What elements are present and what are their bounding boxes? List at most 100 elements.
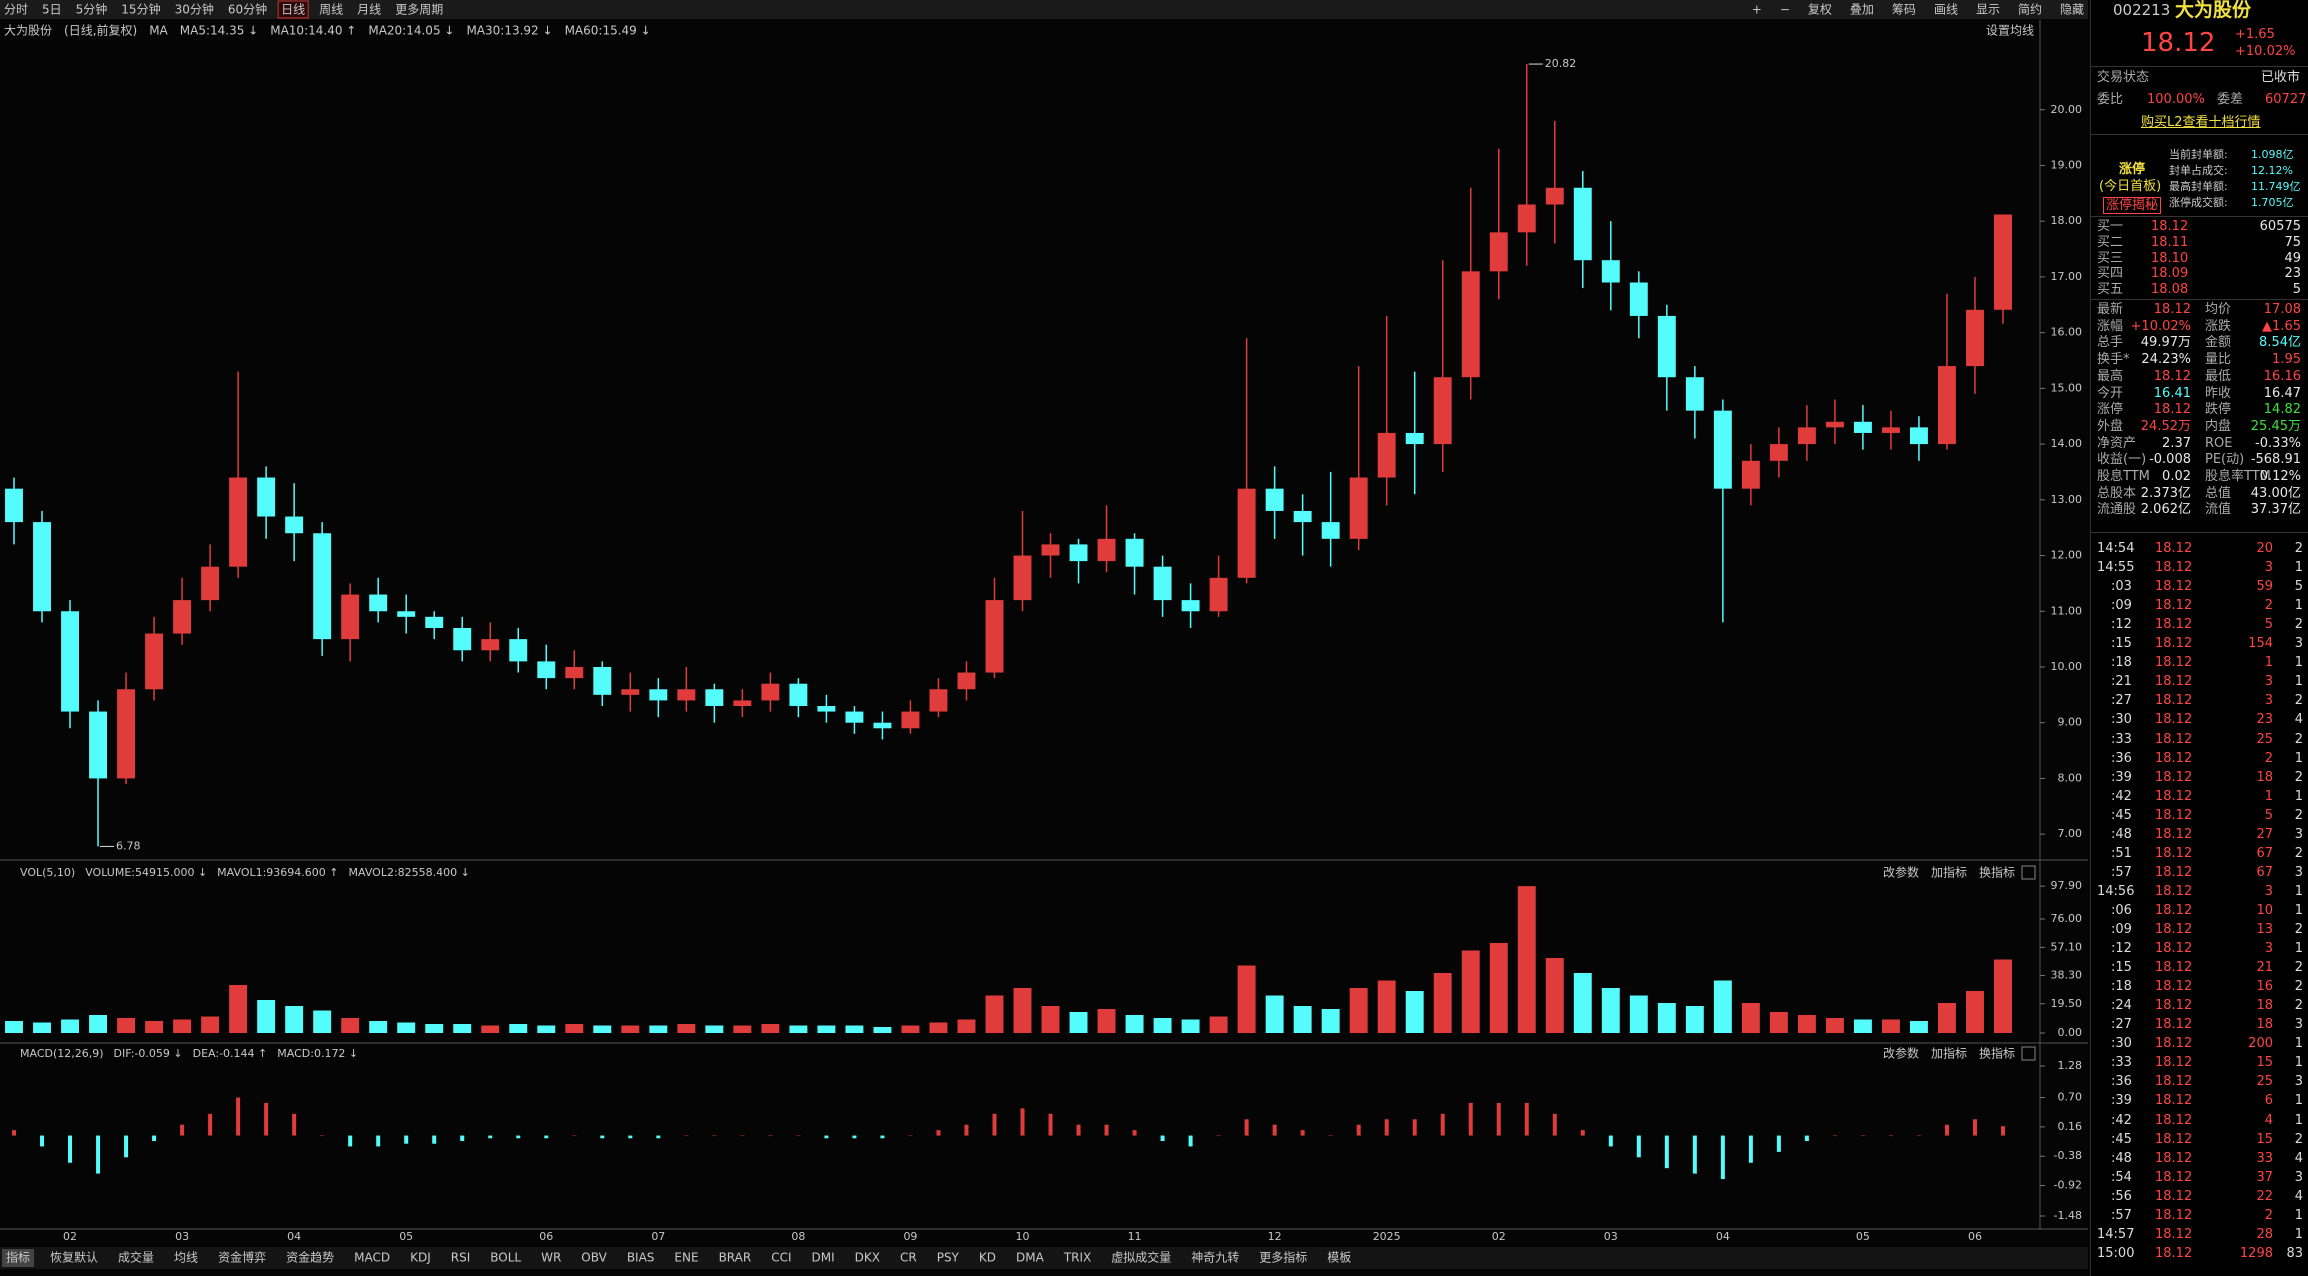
bottom-tab[interactable]: 更多指标 <box>1259 1250 1307 1265</box>
limit-tag[interactable]: 涨停揭秘 <box>2103 197 2162 214</box>
bottom-tab[interactable]: PSY <box>937 1251 960 1265</box>
l2-link[interactable]: 购买L2查看十档行情 <box>2141 115 2261 130</box>
period-tab[interactable]: 周线 <box>319 3 343 17</box>
limit-stat-value: 12.12% <box>2251 164 2293 177</box>
bottom-tab[interactable]: DKX <box>855 1251 880 1265</box>
tick-volume: 67 <box>2256 845 2273 861</box>
toolbar-button[interactable]: 复权 <box>1808 3 1832 17</box>
y-tick-label: 13.00 <box>2051 493 2083 506</box>
bottom-tab[interactable]: TRIX <box>1063 1251 1091 1265</box>
bottom-tab[interactable]: BRAR <box>719 1251 752 1265</box>
tick-count: 2 <box>2294 617 2303 633</box>
stat-value: 24.23% <box>2141 352 2191 368</box>
toolbar-button[interactable]: − <box>1780 3 1790 17</box>
indicator-button[interactable]: 加指标 <box>1931 865 1967 880</box>
period-tab[interactable]: 60分钟 <box>228 2 267 17</box>
period-tab[interactable]: 15分钟 <box>121 2 160 17</box>
candle-body <box>61 611 79 712</box>
stat-label: 流值 <box>2205 502 2232 518</box>
tick-time: 14:54 <box>2097 541 2135 556</box>
indicator-button[interactable]: 换指标 <box>1979 1046 2015 1061</box>
tick-count: 2 <box>2294 693 2303 709</box>
indicator-button[interactable]: 加指标 <box>1931 1046 1967 1061</box>
tick-count: 2 <box>2294 960 2303 976</box>
bottom-tab[interactable]: 资金博弈 <box>218 1250 266 1265</box>
toolbar-button[interactable]: + <box>1752 3 1762 17</box>
toolbar-button[interactable]: 画线 <box>1934 3 1958 17</box>
bottom-tab[interactable]: 神奇九转 <box>1191 1250 1239 1265</box>
tick-price: 18.12 <box>2155 922 2193 937</box>
indicator-button[interactable]: 改参数 <box>1883 865 1919 880</box>
book-level: 买四 <box>2097 266 2124 282</box>
ma-legend: MA10:14.40 ↑ <box>270 24 356 38</box>
y-tick-label: 19.50 <box>2051 997 2083 1010</box>
y-tick-label: 57.10 <box>2051 940 2083 953</box>
bottom-tab[interactable]: KDJ <box>410 1251 431 1265</box>
close-button[interactable] <box>2021 1046 2036 1061</box>
candle-body <box>1601 260 1620 283</box>
stat-label: 均价 <box>2205 302 2232 317</box>
bottom-tab[interactable]: WR <box>541 1251 561 1265</box>
tick-price: 18.12 <box>2155 636 2193 652</box>
x-tick-label: 09 <box>903 1230 917 1243</box>
bottom-tab[interactable]: 均线 <box>174 1251 198 1265</box>
bottom-tab[interactable]: 成交量 <box>118 1250 154 1265</box>
indicator-button[interactable]: 改参数 <box>1883 1046 1919 1061</box>
tick-time: :03 <box>2111 579 2132 595</box>
bottom-tab[interactable]: CCI <box>771 1251 791 1265</box>
stat-label: 股息TTM <box>2097 469 2150 484</box>
tick-time: :30 <box>2111 1036 2132 1052</box>
macd-bar <box>1048 1113 1053 1136</box>
book-volume: 49 <box>2284 250 2301 266</box>
ma-legend: MA5:14.35 ↓ <box>180 24 258 38</box>
tick-count: 4 <box>2294 1150 2303 1166</box>
bottom-tab[interactable]: 虚拟成交量 <box>1111 1250 1171 1265</box>
ma-settings[interactable]: 设置均线 <box>1986 24 2034 38</box>
bottom-tab[interactable]: 模板 <box>1327 1251 1351 1265</box>
candle-body <box>901 711 920 729</box>
stat-label: 股息率TTM <box>2205 469 2271 484</box>
bottom-tab[interactable]: MACD <box>354 1251 390 1265</box>
macd-bar <box>1692 1135 1697 1174</box>
toolbar-button[interactable]: 显示 <box>1976 3 2000 17</box>
toolbar-button[interactable]: 简约 <box>2018 2 2042 17</box>
macd-bar <box>152 1135 157 1141</box>
y-tick-label: 10.00 <box>2051 660 2083 673</box>
toolbar-button[interactable]: 筹码 <box>1892 3 1916 17</box>
period-tab[interactable]: 5分钟 <box>76 2 108 17</box>
bottom-tab[interactable]: RSI <box>451 1251 471 1265</box>
y-tick-label: 14.00 <box>2051 437 2083 450</box>
candle-body <box>873 722 892 729</box>
bottom-tab[interactable]: BOLL <box>490 1251 521 1265</box>
bottom-tab[interactable]: 指标 <box>6 1250 30 1265</box>
period-tab[interactable]: 分时 <box>4 3 28 17</box>
period-tab[interactable]: 日线 <box>281 3 305 17</box>
close-button[interactable] <box>2021 865 2036 880</box>
candle-body <box>1377 432 1396 478</box>
candle-body <box>1405 432 1424 445</box>
macd-bar <box>1496 1102 1501 1136</box>
bottom-tab[interactable]: KD <box>979 1251 996 1265</box>
bottom-tab[interactable]: 资金趋势 <box>286 1250 334 1265</box>
bottom-tab[interactable]: ENE <box>674 1251 698 1265</box>
bottom-tab[interactable]: BIAS <box>627 1251 655 1265</box>
period-tab[interactable]: 月线 <box>357 3 381 17</box>
y-tick-label: 18.00 <box>2051 214 2083 227</box>
bottom-tab[interactable]: OBV <box>581 1251 607 1265</box>
period-tab[interactable]: 5日 <box>42 3 62 17</box>
bottom-tab[interactable]: DMA <box>1016 1251 1045 1265</box>
indicator-button[interactable]: 换指标 <box>1979 865 2015 880</box>
bottom-tab[interactable]: 恢复默认 <box>50 1250 98 1265</box>
tick-volume: 16 <box>2256 979 2273 995</box>
toolbar-button[interactable]: 隐藏 <box>2060 3 2084 17</box>
toolbar-button[interactable]: 叠加 <box>1850 3 1874 17</box>
tick-time: :09 <box>2111 598 2132 614</box>
bottom-tab[interactable]: DMI <box>812 1251 835 1265</box>
period-tab[interactable]: 更多周期 <box>395 3 443 17</box>
volume-bar <box>1209 1016 1228 1033</box>
diff-label: 委差 <box>2217 92 2244 107</box>
bottom-tab[interactable]: CR <box>900 1251 917 1265</box>
volume-bar <box>1069 1012 1088 1033</box>
tick-count: 1 <box>2294 902 2303 918</box>
period-tab[interactable]: 30分钟 <box>175 2 214 17</box>
